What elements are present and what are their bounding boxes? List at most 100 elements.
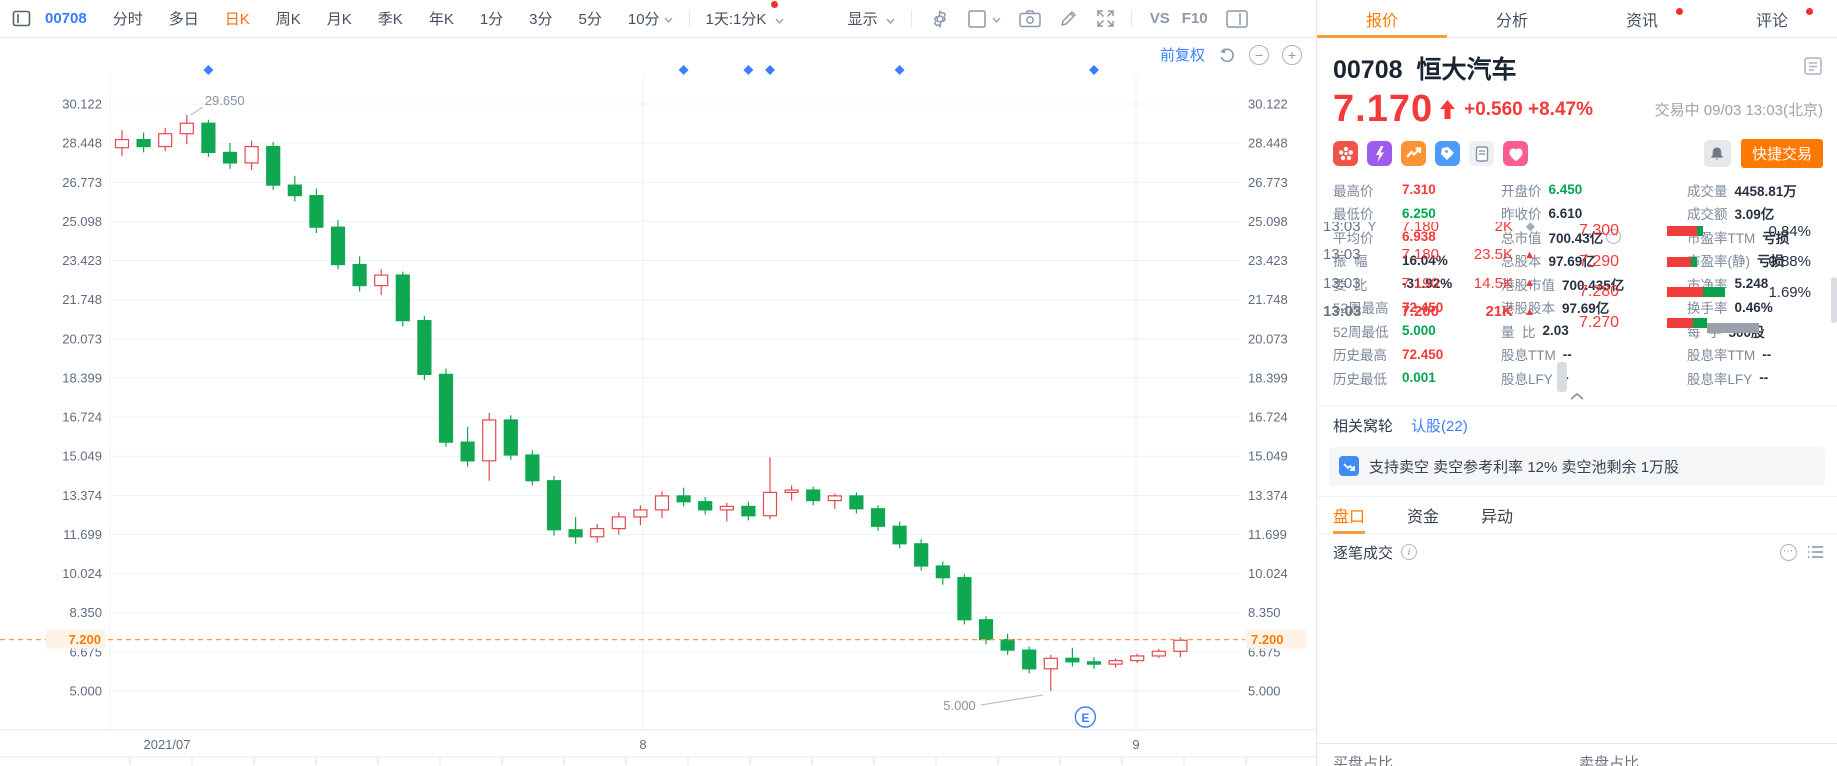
ladder-row[interactable]: 7.280 1.69% xyxy=(1579,277,1827,308)
ladder-row[interactable]: 7.270 xyxy=(1579,308,1827,339)
subtab-盘口[interactable]: 盘口 xyxy=(1333,497,1366,534)
vs-compare-button[interactable]: VS xyxy=(1149,10,1170,27)
zoom-in-button[interactable]: + xyxy=(1282,44,1302,65)
quick-trade-button[interactable]: 快捷交易 xyxy=(1740,139,1823,168)
adjust-mode-link[interactable]: 前复权 xyxy=(1159,47,1205,64)
y-axis-label: 26.773 xyxy=(1248,175,1288,190)
event-diamond-icon[interactable] xyxy=(894,65,905,75)
period-button-3分[interactable]: 3分 xyxy=(529,11,553,28)
layout-select-button[interactable] xyxy=(968,9,1001,28)
stat-value: 700.435亿 xyxy=(1562,277,1625,293)
draw-pencil-icon[interactable] xyxy=(1059,9,1078,28)
side-panel-toggle-icon[interactable] xyxy=(1225,9,1248,28)
scrollbar-thumb[interactable] xyxy=(1557,362,1567,392)
period-button-10分[interactable]: 10分 xyxy=(627,11,660,28)
period-button-1分[interactable]: 1分 xyxy=(479,11,504,28)
stat-value: 3.09亿 xyxy=(1734,207,1775,223)
candlestick-chart[interactable]: 30.122 30.122 28.448 28.448 26.773 26.773 25.0… xyxy=(0,38,1316,766)
trade-row[interactable]: 13:03 7.200 21K ▲ xyxy=(1323,298,1567,327)
diamond-icon: ◆ xyxy=(1525,222,1535,234)
trade-row[interactable]: 13:03 7.180 23.5K ▲ xyxy=(1323,241,1567,270)
stat-value: 72.450 xyxy=(1402,299,1444,315)
settings-gear-icon[interactable] xyxy=(930,9,950,29)
y-axis-label: 20.073 xyxy=(1248,331,1288,346)
y-axis-label: 23.423 xyxy=(62,253,102,268)
event-diamond-icon[interactable] xyxy=(1089,65,1099,75)
period-button-年K[interactable]: 年K xyxy=(428,11,454,28)
neutral-bar xyxy=(1707,322,1759,333)
period-button-季K[interactable]: 季K xyxy=(377,11,403,28)
stats-row: 最低价 6.250 昨收价 6.610 成交额 3.09亿 xyxy=(1333,202,1837,226)
stat-label: 量 比 xyxy=(1501,324,1536,340)
ladder-row[interactable]: 7.290 0.88% xyxy=(1579,247,1827,278)
period-button-多日[interactable]: 多日 xyxy=(168,11,199,28)
event-circle-icon[interactable] xyxy=(1074,706,1097,728)
undo-icon[interactable] xyxy=(1218,46,1236,64)
buy-bar xyxy=(1667,256,1691,267)
event-diamond-icon[interactable] xyxy=(765,65,775,75)
sell-bar xyxy=(1703,287,1725,298)
screenshot-camera-icon[interactable] xyxy=(1019,9,1041,28)
price-ladder[interactable]: 7.300 0.84% 7.290 0.88% 7.280 1.69% 7.270 xyxy=(1579,222,1827,338)
list-view-icon[interactable] xyxy=(1807,545,1823,559)
hk-market-badge-icon[interactable] xyxy=(1333,141,1358,166)
stat-value: 0.46% xyxy=(1734,299,1773,315)
alert-bell-icon[interactable] xyxy=(1703,140,1731,167)
event-diamond-icon[interactable] xyxy=(743,65,754,75)
info-icon[interactable]: i xyxy=(1401,544,1418,560)
tab-评论[interactable]: 评论 xyxy=(1707,0,1837,37)
tag-badge-icon[interactable] xyxy=(1435,141,1460,166)
trade-volume: 23.5K xyxy=(1473,246,1513,264)
more-options-icon[interactable]: ⋯ xyxy=(1780,543,1797,561)
y-axis-label: 23.423 xyxy=(1248,253,1288,268)
svg-text:7.200: 7.200 xyxy=(68,632,101,647)
period-button-5分[interactable]: 5分 xyxy=(578,11,602,28)
collapse-stats-button[interactable] xyxy=(1317,390,1837,405)
subtab-异动[interactable]: 异动 xyxy=(1481,508,1514,526)
ladder-row[interactable]: 7.300 0.84% xyxy=(1579,222,1827,247)
trade-volume: 14.5K xyxy=(1473,274,1513,292)
toolbar-stock-code[interactable]: 00708 xyxy=(45,10,87,27)
f10-info-button[interactable]: F10 xyxy=(1181,10,1208,27)
fullscreen-expand-icon[interactable] xyxy=(1096,9,1115,28)
short-sell-icon xyxy=(1339,456,1359,476)
warrants-link[interactable]: 认股(22) xyxy=(1411,417,1468,435)
stat-label: 52周最高 xyxy=(1333,301,1389,317)
subtab-资金[interactable]: 资金 xyxy=(1407,508,1440,526)
display-menu-button[interactable]: 显示 xyxy=(848,8,895,29)
y-axis-label: 13.374 xyxy=(1248,488,1288,503)
scrollbar-thumb[interactable] xyxy=(1831,277,1837,323)
event-diamond-icon[interactable] xyxy=(678,65,689,75)
more-info-icon[interactable]: ⋯ xyxy=(1606,229,1622,245)
stock-code: 00708 xyxy=(1333,56,1403,84)
trend-badge-icon[interactable] xyxy=(1401,141,1426,166)
y-axis-label: 20.073 xyxy=(62,331,102,346)
period-button-周K[interactable]: 周K xyxy=(275,11,301,28)
stat-成交额: 成交额 3.09亿 xyxy=(1687,203,1837,223)
trade-row[interactable]: 13:03 Y 7.180 2K ◆ xyxy=(1323,222,1567,241)
period-button-月K[interactable]: 月K xyxy=(326,11,352,28)
event-diamond-icon[interactable] xyxy=(203,65,214,75)
tab-分析[interactable]: 分析 xyxy=(1495,12,1528,30)
chevron-down-icon[interactable] xyxy=(664,10,673,27)
heart-badge-icon[interactable] xyxy=(1503,141,1528,166)
tab-报价[interactable]: 报价 xyxy=(1317,0,1447,38)
tick-trades-header: 逐笔成交 i ⋯ xyxy=(1317,534,1837,567)
candlestick-chart-region[interactable]: 30.122 30.122 28.448 28.448 26.773 26.773 25.0… xyxy=(0,38,1316,766)
watchlist-panel-icon[interactable] xyxy=(12,9,31,28)
tick-trade-list[interactable]: 13:03 Y 7.180 2K ◆ 13:03 7.180 23.5K ▲ 13:03 7.190… xyxy=(1323,222,1567,326)
stat-value: 6.250 xyxy=(1402,205,1436,221)
y-axis-label: 13.374 xyxy=(62,488,102,503)
period-button-日K[interactable]: 日K xyxy=(224,11,250,28)
company-profile-icon[interactable] xyxy=(1803,56,1823,81)
trade-row[interactable]: 13:03 7.190 14.5K ▲ xyxy=(1323,269,1567,298)
period-button-分时[interactable]: 分时 xyxy=(112,11,143,28)
stat-value: -- xyxy=(1562,346,1572,362)
lightning-badge-icon[interactable] xyxy=(1367,141,1392,166)
tab-资讯[interactable]: 资讯 xyxy=(1577,0,1707,37)
compare-period-button[interactable]: 1天:1分K xyxy=(706,1,784,29)
zoom-out-button[interactable]: − xyxy=(1249,44,1269,65)
short-sell-banner[interactable]: 支持卖空 卖空参考利率 12% 卖空池剩余 1万股 xyxy=(1329,446,1825,486)
document-badge-icon[interactable] xyxy=(1469,141,1494,166)
